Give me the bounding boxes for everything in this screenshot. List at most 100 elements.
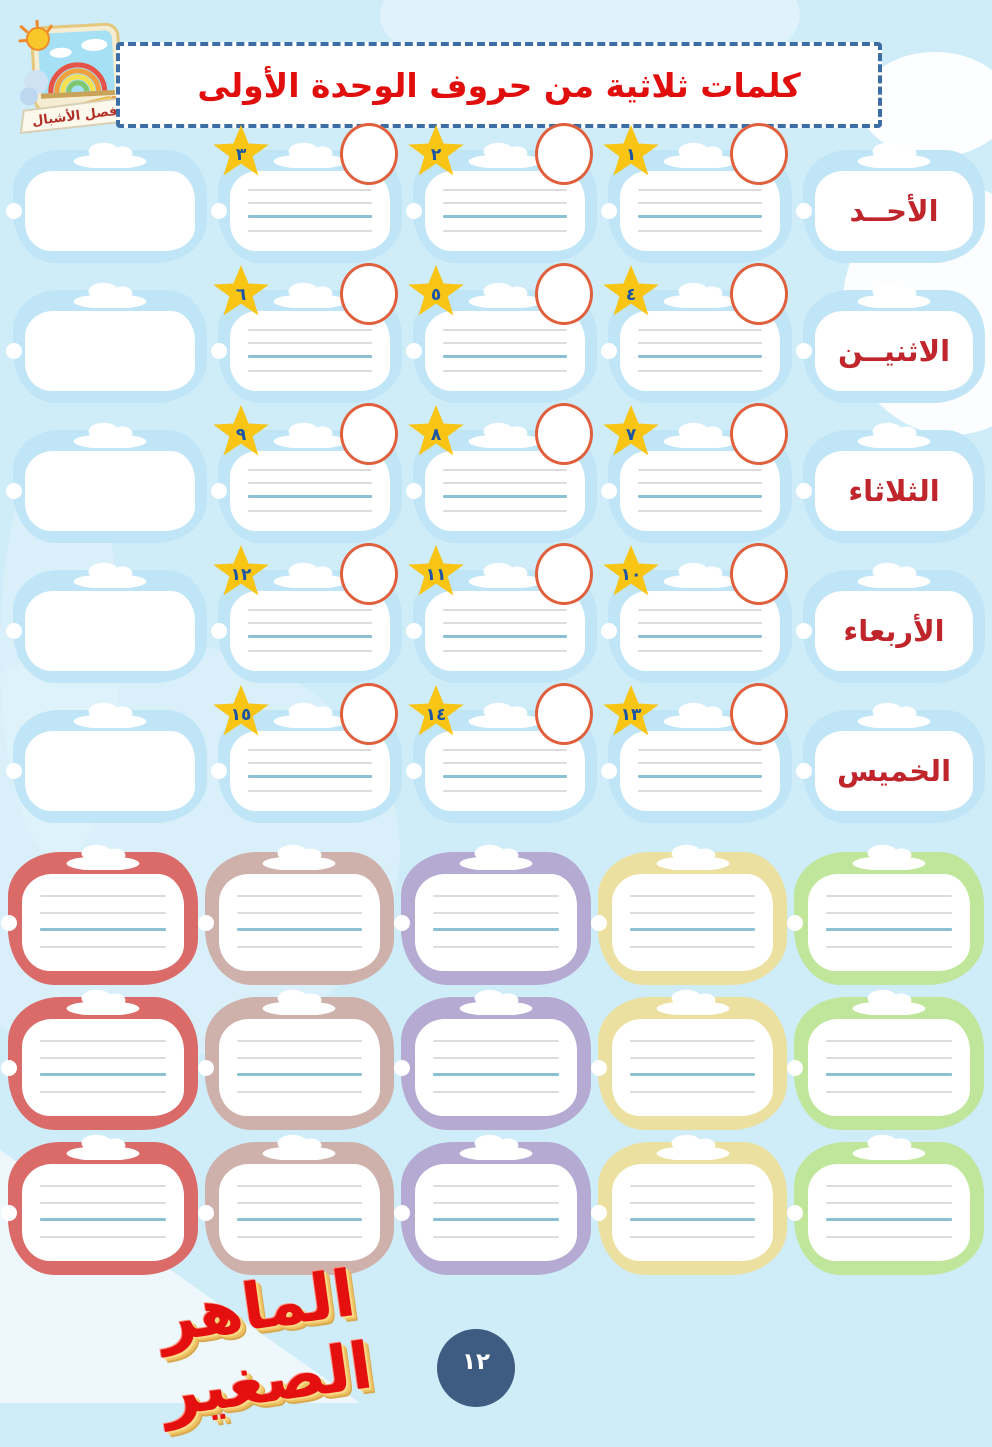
empty-cloud-box [13, 290, 207, 403]
writing-area [415, 874, 577, 971]
cloud-icon [847, 987, 931, 1015]
score-circle [535, 543, 593, 605]
practice-cell-pink [205, 997, 395, 1130]
ear-bump [198, 1205, 214, 1221]
cloud-icon [852, 420, 936, 448]
ear-bump [601, 203, 617, 219]
ear-bump [198, 915, 214, 931]
writing-area [808, 1019, 970, 1116]
score-circle [730, 683, 788, 745]
ruled-lines [248, 749, 372, 792]
ruled-lines [630, 1185, 756, 1237]
ruled-lines [443, 189, 567, 232]
empty-cloud-box [13, 150, 207, 263]
word-cell-4: ٤ [608, 290, 792, 403]
ruled-lines [40, 895, 166, 947]
ruled-lines [433, 1040, 559, 1092]
cloud-icon [651, 1132, 735, 1160]
writing-area [219, 1164, 381, 1261]
ear-bump [591, 1205, 607, 1221]
ear-bump [591, 915, 607, 931]
empty-cloud-box [13, 430, 207, 543]
day-label-box: الأربعاء [803, 570, 985, 683]
word-cell-10: ١٠ [608, 570, 792, 683]
practice-cell-green [794, 1142, 984, 1275]
ruled-lines [248, 189, 372, 232]
word-cell-2: ٢ [413, 150, 597, 263]
ruled-lines [40, 1040, 166, 1092]
ruled-lines [826, 1040, 952, 1092]
day-label: الاثنيــن [838, 334, 950, 368]
ear-bump [796, 343, 812, 359]
day-row-monday: الاثنيــن ٤ ٥ ٦ [0, 290, 992, 403]
ruled-lines [237, 1185, 363, 1237]
practice-cell-red [8, 1142, 198, 1275]
word-cell-13: ١٣ [608, 710, 792, 823]
score-circle [730, 403, 788, 465]
word-cell-7: ٧ [608, 430, 792, 543]
ear-bump [211, 763, 227, 779]
page-number-badge: ١٢ [437, 1329, 515, 1407]
worksheet-page: { "page": { "background_color": "#cfecf9… [0, 0, 992, 1403]
ear-bump [601, 483, 617, 499]
ruled-lines [826, 1185, 952, 1237]
score-circle [535, 403, 593, 465]
ruled-lines [237, 895, 363, 947]
practice-row-1 [0, 852, 992, 985]
ear-bump [787, 1205, 803, 1221]
day-label-area: الثلاثاء [815, 451, 973, 531]
ear-bump [406, 343, 422, 359]
cloud-icon [852, 560, 936, 588]
ruled-lines [630, 895, 756, 947]
cloud-icon [852, 140, 936, 168]
ruled-lines [638, 329, 762, 372]
blank-area [25, 451, 195, 531]
ear-bump [601, 343, 617, 359]
practice-cell-purple [401, 997, 591, 1130]
practice-grid [0, 852, 992, 1287]
ruled-lines [248, 609, 372, 652]
day-row-tuesday: الثلاثاء ٧ ٨ ٩ [0, 430, 992, 543]
cloud-icon [454, 1132, 538, 1160]
score-circle [535, 263, 593, 325]
ruled-lines [443, 609, 567, 652]
practice-row-3 [0, 1142, 992, 1275]
practice-cell-green [794, 852, 984, 985]
practice-cell-yellow [598, 852, 788, 985]
score-circle [340, 123, 398, 185]
ruled-lines [433, 895, 559, 947]
day-label-box: الأحــد [803, 150, 985, 263]
word-cell-5: ٥ [413, 290, 597, 403]
ear-bump [211, 623, 227, 639]
page-title: كلمات ثلاثية من حروف الوحدة الأولى [197, 66, 800, 105]
ruled-lines [638, 609, 762, 652]
ruled-lines [248, 469, 372, 512]
ruled-lines [443, 329, 567, 372]
word-cell-9: ٩ [218, 430, 402, 543]
day-label-box: الاثنيــن [803, 290, 985, 403]
word-cell-11: ١١ [413, 570, 597, 683]
practice-cell-pink [205, 852, 395, 985]
writing-area [415, 1019, 577, 1116]
word-cell-6: ٦ [218, 290, 402, 403]
ruled-lines [248, 329, 372, 372]
cloud-icon [847, 842, 931, 870]
writing-area [612, 1164, 774, 1261]
cloud-icon [68, 140, 152, 168]
writing-area [612, 1019, 774, 1116]
day-label-box: الثلاثاء [803, 430, 985, 543]
ruled-lines [630, 1040, 756, 1092]
ear-bump [406, 763, 422, 779]
day-row-sunday: الأحــد ١ ٢ ٣ [0, 150, 992, 263]
cloud-icon [61, 842, 145, 870]
ear-bump [591, 1060, 607, 1076]
score-circle [340, 263, 398, 325]
ear-bump [211, 483, 227, 499]
writing-area [22, 1164, 184, 1261]
writing-area [808, 1164, 970, 1261]
day-label: الأحــد [850, 194, 939, 228]
ear-bump [6, 203, 22, 219]
cloud-icon [852, 280, 936, 308]
ruled-lines [638, 189, 762, 232]
title-banner: كلمات ثلاثية من حروف الوحدة الأولى [116, 42, 882, 128]
